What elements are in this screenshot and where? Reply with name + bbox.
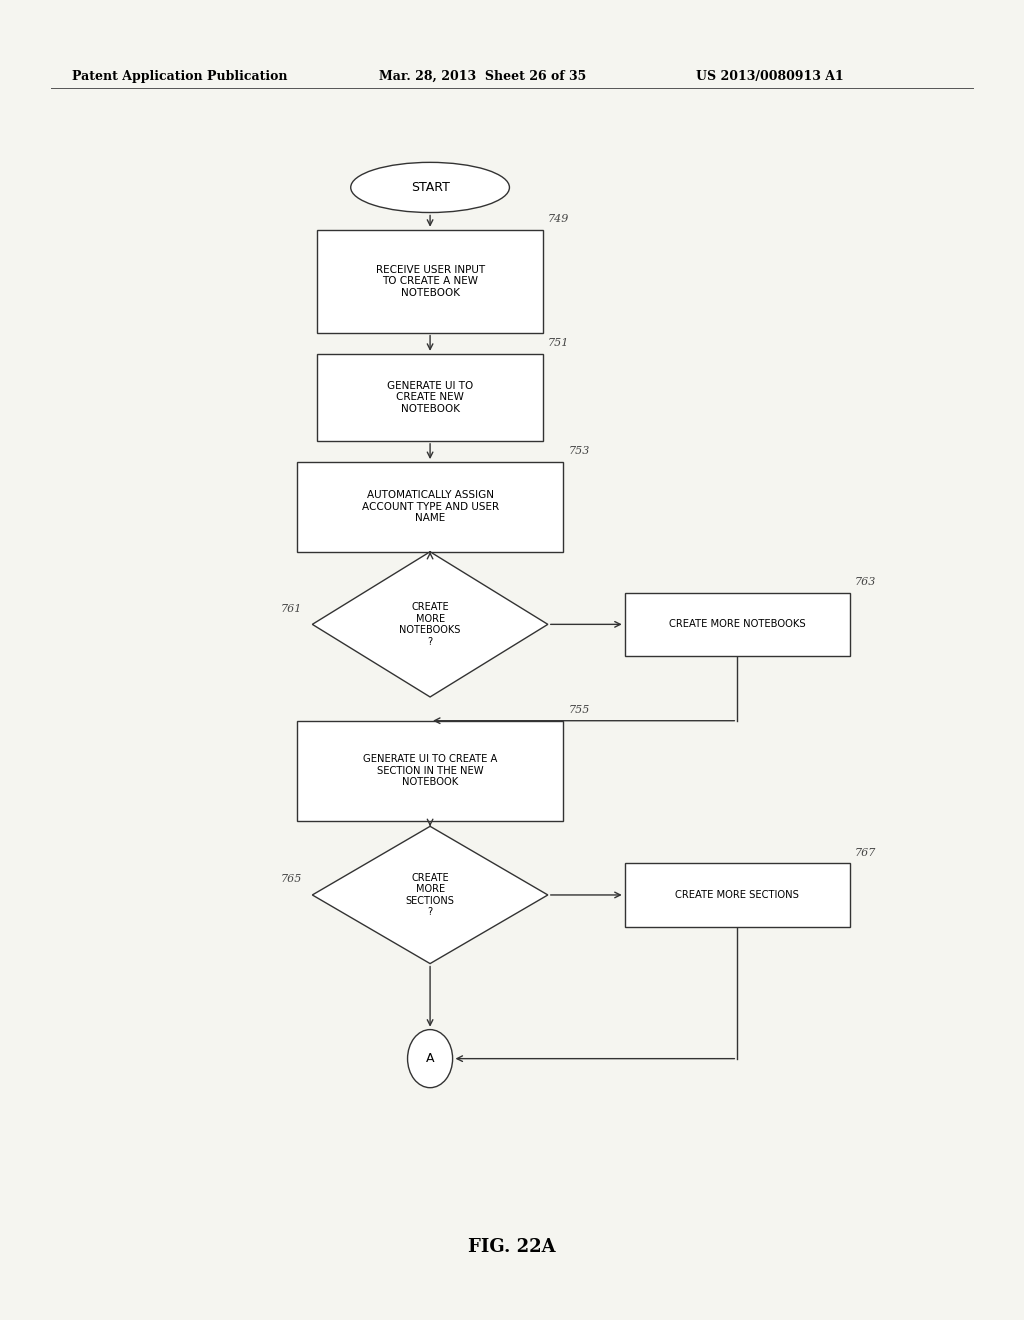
FancyBboxPatch shape	[625, 863, 850, 927]
Text: AUTOMATICALLY ASSIGN
ACCOUNT TYPE AND USER
NAME: AUTOMATICALLY ASSIGN ACCOUNT TYPE AND US…	[361, 490, 499, 524]
Text: GENERATE UI TO
CREATE NEW
NOTEBOOK: GENERATE UI TO CREATE NEW NOTEBOOK	[387, 380, 473, 414]
Text: 763: 763	[855, 577, 877, 587]
Text: RECEIVE USER INPUT
TO CREATE A NEW
NOTEBOOK: RECEIVE USER INPUT TO CREATE A NEW NOTEB…	[376, 264, 484, 298]
Text: 765: 765	[281, 874, 302, 884]
Text: CREATE MORE NOTEBOOKS: CREATE MORE NOTEBOOKS	[669, 619, 806, 630]
Text: A: A	[426, 1052, 434, 1065]
Text: FIG. 22A: FIG. 22A	[468, 1238, 556, 1257]
FancyBboxPatch shape	[297, 462, 563, 552]
FancyBboxPatch shape	[317, 354, 543, 441]
Polygon shape	[312, 552, 548, 697]
Text: 767: 767	[855, 847, 877, 858]
Text: Mar. 28, 2013  Sheet 26 of 35: Mar. 28, 2013 Sheet 26 of 35	[379, 70, 586, 83]
Text: 749: 749	[548, 214, 569, 224]
Text: 755: 755	[568, 705, 590, 715]
Text: 751: 751	[548, 338, 569, 348]
Text: GENERATE UI TO CREATE A
SECTION IN THE NEW
NOTEBOOK: GENERATE UI TO CREATE A SECTION IN THE N…	[362, 754, 498, 788]
Text: 753: 753	[568, 446, 590, 457]
Ellipse shape	[350, 162, 510, 213]
Text: START: START	[411, 181, 450, 194]
FancyBboxPatch shape	[625, 593, 850, 656]
Text: CREATE
MORE
SECTIONS
?: CREATE MORE SECTIONS ?	[406, 873, 455, 917]
Text: 761: 761	[281, 603, 302, 614]
Text: Patent Application Publication: Patent Application Publication	[72, 70, 287, 83]
Polygon shape	[312, 826, 548, 964]
Circle shape	[408, 1030, 453, 1088]
FancyBboxPatch shape	[297, 721, 563, 821]
Text: CREATE MORE SECTIONS: CREATE MORE SECTIONS	[676, 890, 799, 900]
Text: CREATE
MORE
NOTEBOOKS
?: CREATE MORE NOTEBOOKS ?	[399, 602, 461, 647]
FancyBboxPatch shape	[317, 230, 543, 333]
Text: US 2013/0080913 A1: US 2013/0080913 A1	[696, 70, 844, 83]
